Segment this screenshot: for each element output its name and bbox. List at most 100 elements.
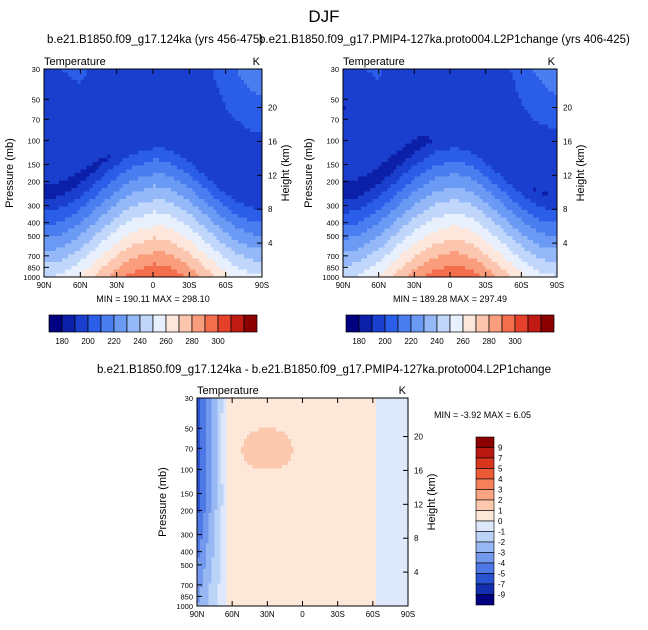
legend-label: 200 (81, 337, 95, 346)
y-tick-label: 30 (331, 65, 339, 74)
y-tick-label: 700 (27, 252, 40, 261)
y-right-tick-label: 12 (268, 171, 277, 180)
y-right-tick-label: 4 (563, 239, 568, 248)
legend-swatch (540, 314, 555, 333)
y-tick-label: 70 (331, 115, 339, 124)
legend-label: 260 (456, 337, 470, 346)
y-tick-label: 500 (180, 561, 193, 570)
legend-swatch (475, 520, 495, 532)
y-right-tick-label: 12 (563, 171, 572, 180)
legend-label: -9 (498, 591, 506, 600)
legend-label: 280 (185, 337, 199, 346)
y-tick-label: 150 (326, 160, 339, 169)
legend-swatch (397, 314, 412, 333)
legend-label: -5 (498, 570, 506, 579)
legend-label: 220 (404, 337, 418, 346)
y-tick-label: 400 (326, 219, 339, 228)
legend-swatch (475, 468, 495, 480)
contour-fill (343, 69, 558, 278)
y-axis-label: Pressure (mb) (4, 138, 16, 208)
legend-swatch (475, 499, 495, 511)
y-axis-label: Pressure (mb) (303, 138, 315, 208)
y-tick-label: 850 (27, 263, 40, 272)
legend-swatch (475, 562, 495, 574)
units-label: K (548, 56, 556, 68)
legend-swatch (87, 314, 102, 333)
y-tick-label: 500 (27, 232, 40, 241)
contour-fill (197, 398, 409, 607)
x-tick-label: 30N (260, 610, 275, 619)
y-tick-label: 300 (326, 202, 339, 211)
x-tick-label: 90N (190, 610, 205, 619)
x-tick-label: 30S (331, 610, 345, 619)
units-label: K (399, 385, 407, 397)
x-tick-label: 90N (336, 281, 351, 290)
y-right-tick-label: 20 (414, 433, 423, 442)
y-tick-label: 400 (27, 219, 40, 228)
x-tick-label: 60S (219, 281, 233, 290)
y-tick-label: 850 (180, 592, 193, 601)
legend-swatch (475, 489, 495, 501)
legend-swatch (165, 314, 180, 333)
legend-label: 3 (498, 486, 503, 495)
y-tick-label: 850 (326, 263, 339, 272)
legend-swatch (358, 314, 373, 333)
y-tick-label: 700 (180, 581, 193, 590)
legend-swatch (423, 314, 438, 333)
y-right-tick-label: 4 (414, 568, 419, 577)
legend-label: 240 (430, 337, 444, 346)
y-right-tick-label: 16 (268, 137, 277, 146)
y-right-tick-label: 20 (563, 104, 572, 113)
y-tick-label: 70 (185, 444, 193, 453)
legend-swatch (501, 314, 516, 333)
legend-label: 9 (498, 444, 503, 453)
x-tick-label: 30S (182, 281, 196, 290)
legend-label: 280 (482, 337, 496, 346)
y-right-tick-label: 16 (414, 466, 423, 475)
legend-swatch (475, 552, 495, 564)
legend-swatch (113, 314, 128, 333)
y-tick-label: 50 (185, 424, 193, 433)
y-tick-label: 150 (27, 160, 40, 169)
legend-swatch (410, 314, 425, 333)
min-max-readout: MIN = 189.28 MAX = 297.49 (393, 294, 507, 304)
legend-swatch (217, 314, 232, 333)
y-tick-label: 1000 (322, 273, 339, 282)
y-tick-label: 50 (32, 95, 40, 104)
y-tick-label: 1000 (176, 602, 193, 611)
x-tick-label: 30S (479, 281, 493, 290)
legend-label: 180 (55, 337, 69, 346)
legend-label: -1 (498, 528, 506, 537)
legend-swatch (436, 314, 451, 333)
y-tick-label: 100 (27, 136, 40, 145)
panel2-temperature-contour: 90N 60N 30N 0 30S 60S 90S 30 50 70 100 150 200 300 400… (303, 56, 587, 346)
panel2-run-title: b.e21.B1850.f09_g17.PMIP4-127ka.proto004… (259, 34, 630, 46)
legend-label: 260 (159, 337, 173, 346)
legend-swatch (475, 436, 495, 448)
legend-swatch (475, 541, 495, 553)
y-tick-label: 70 (32, 115, 40, 124)
legend-label: 200 (378, 337, 392, 346)
y-tick-label: 50 (331, 95, 339, 104)
legend-label: 300 (508, 337, 522, 346)
y-right-tick-label: 8 (414, 534, 419, 543)
legend-swatch (475, 531, 495, 543)
legend-label: 180 (352, 337, 366, 346)
x-tick-label: 30N (407, 281, 422, 290)
x-tick-label: 60N (225, 610, 240, 619)
y-right-tick-label: 12 (414, 500, 423, 509)
legend-label: 220 (107, 337, 121, 346)
legend-label: 0 (498, 517, 503, 526)
legend-swatch (514, 314, 529, 333)
x-tick-label: 60N (73, 281, 88, 290)
legend-swatch (152, 314, 167, 333)
difference-temperature-contour: 90N 60N 30N 0 30S 60S 90S305070100150200300400… (157, 385, 531, 619)
legend-swatch (191, 314, 206, 333)
legend-label: -2 (498, 538, 506, 547)
y-tick-label: 300 (180, 531, 193, 540)
difference-run-title: b.e21.B1850.f09_g17.124ka - b.e21.B1850.… (97, 364, 551, 376)
y-tick-label: 1000 (23, 273, 40, 282)
y-right-tick-label: 8 (563, 205, 568, 214)
x-tick-label: 30N (109, 281, 124, 290)
legend-label: -7 (498, 580, 506, 589)
